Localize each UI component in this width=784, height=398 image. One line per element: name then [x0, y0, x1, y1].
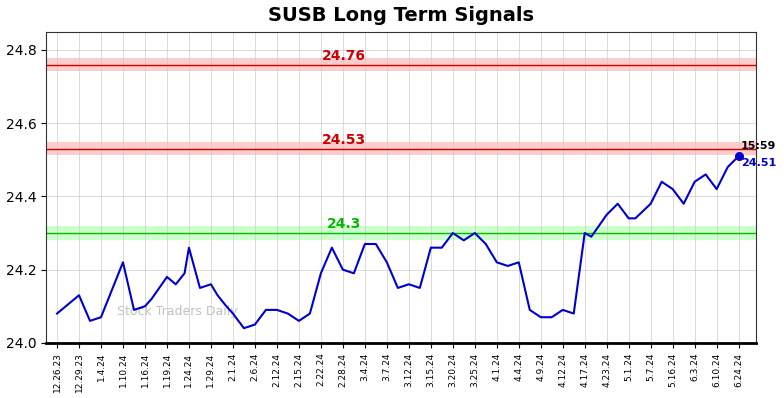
Bar [46, 226, 757, 240]
Text: 24.3: 24.3 [327, 217, 361, 231]
Bar [46, 58, 757, 71]
Bar [46, 142, 757, 155]
Text: Stock Traders Daily: Stock Traders Daily [117, 305, 238, 318]
Text: 24.51: 24.51 [741, 158, 776, 168]
Text: 24.76: 24.76 [322, 49, 366, 63]
Title: SUSB Long Term Signals: SUSB Long Term Signals [268, 6, 534, 25]
Point [732, 153, 745, 159]
Text: 24.53: 24.53 [322, 133, 366, 147]
Text: 15:59: 15:59 [741, 140, 776, 151]
